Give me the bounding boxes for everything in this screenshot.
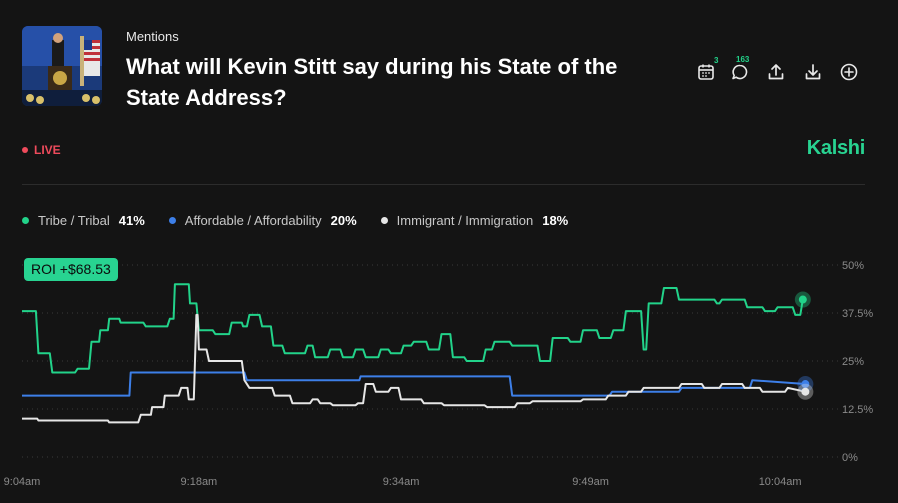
header-divider [22,184,865,185]
x-tick-label: 9:18am [181,476,218,488]
speaker-photo [22,26,102,106]
legend-dot-icon [168,217,176,224]
comment-icon [732,64,748,80]
legend-value: 41% [118,213,145,228]
add-button[interactable] [837,60,861,84]
legend-label: Immigrant / Immigration [396,213,534,228]
legend-label: Affordable / Affordability [184,213,322,228]
live-dot-icon [22,147,28,153]
y-tick-label: 0% [842,452,858,464]
legend-value: 20% [330,213,357,228]
comments-badge: 163 [736,55,750,64]
legend-label: Tribe / Tribal [38,213,110,228]
series-end-marker-0 [798,295,807,304]
live-label: LIVE [34,143,61,157]
legend-item-immigrant[interactable]: Immigrant / Immigration 18% [380,213,569,228]
plus-circle-icon [840,63,858,81]
calendar-button[interactable]: 3 [694,56,718,84]
market-category[interactable]: Mentions [126,29,179,44]
series-line-0 [22,283,804,374]
calendar-badge: 3 [714,56,719,65]
series-line-2 [22,313,806,424]
header-actions: 3 163 [690,55,870,84]
legend-value: 18% [542,213,569,228]
share-icon [768,64,784,80]
download-icon [805,64,821,80]
legend-item-affordable[interactable]: Affordable / Affordability 20% [168,213,357,228]
calendar-icon [698,64,714,80]
y-tick-label: 25% [842,356,864,368]
download-button[interactable] [801,60,825,84]
comments-button[interactable]: 163 [728,55,752,84]
brand-logo[interactable]: Kalshi [806,137,866,159]
legend-dot-icon [380,217,388,224]
series-end-marker-2 [801,387,810,396]
legend-item-tribe[interactable]: Tribe / Tribal 41% [22,213,145,228]
series-end-marker-1 [801,380,810,389]
x-tick-label: 9:34am [383,476,420,488]
legend-dot-icon [22,217,29,224]
y-tick-label: 50% [842,260,864,272]
live-indicator: LIVE [22,143,61,157]
x-tick-label: 9:04am [4,476,41,488]
share-button[interactable] [764,60,788,84]
x-tick-label: 9:49am [572,476,609,488]
chart-legend: Tribe / Tribal 41% Affordable / Affordab… [22,213,592,228]
roi-badge: ROI +$68.53 [24,258,118,281]
market-thumbnail [22,26,102,106]
y-tick-label: 12.5% [842,404,873,416]
x-tick-label: 10:04am [759,476,802,488]
market-title: What will Kevin Stitt say during his Sta… [126,54,618,110]
y-tick-label: 37.5% [842,308,873,320]
